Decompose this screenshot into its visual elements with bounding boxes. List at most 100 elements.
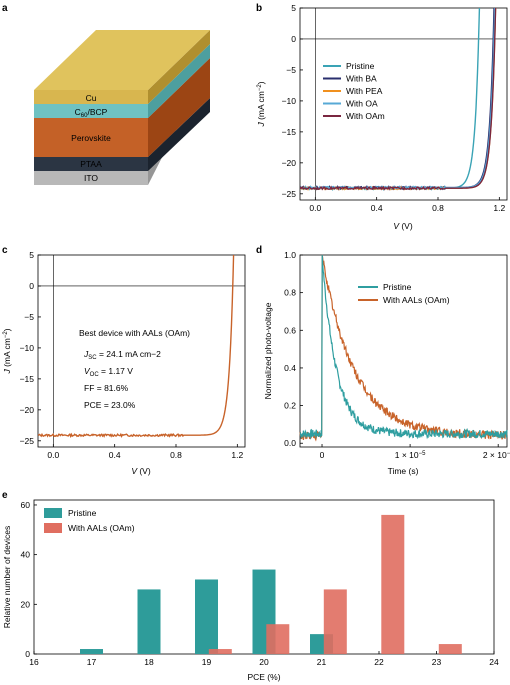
- y-tick-label: 0.8: [284, 288, 296, 298]
- x-tick-label: 0.4: [371, 203, 383, 213]
- panel-c-label: c: [2, 245, 8, 256]
- y-tick-label: 0.0: [284, 438, 296, 448]
- legend-entry: With OAm: [346, 111, 385, 121]
- panel-c-ticks: 0.0 0.4 0.8 1.2 5 0 −5 −10 −15 −20 −25: [20, 250, 245, 460]
- histogram-bar: [381, 514, 405, 654]
- panel-c-frame: [37, 254, 246, 448]
- y-tick-label: 0.4: [284, 363, 296, 373]
- legend-entry: With BA: [346, 74, 377, 84]
- panel-d-legend: Pristine With AALs (OAm): [358, 282, 450, 305]
- x-tick-label: 18: [144, 657, 154, 667]
- panel-e-ticks: 16 17 18 19 20 21 22 23 24 0 20 40 60: [21, 500, 499, 667]
- perovskite-layer-front: [34, 118, 148, 157]
- panel-a-label: a: [2, 3, 8, 14]
- y-tick-label: 0: [29, 281, 34, 291]
- histogram-bar: [137, 589, 161, 654]
- panel-d-label: d: [256, 245, 262, 256]
- perovskite-layer-side: [148, 58, 210, 157]
- x-tick-label: 22: [374, 657, 384, 667]
- y-tick-label: 0: [291, 34, 296, 44]
- panel-c-series: [38, 255, 235, 439]
- panel-b-ylabel: J (mA cm−2): [256, 81, 266, 127]
- x-tick-label: 0.4: [109, 450, 121, 460]
- annotation-voc: VOC = 1.17 V: [84, 366, 133, 378]
- panel-e-ylabel: Relative number of devices: [2, 526, 12, 629]
- ito-label: ITO: [84, 173, 98, 183]
- panel-e-legend: Pristine With AALs (OAm): [44, 508, 135, 533]
- cu-layer-side: [148, 30, 210, 104]
- jv-curve-with-oam: [300, 8, 497, 191]
- panel-b-legend: Pristine With BA With PEA With OA With OAm: [323, 61, 385, 121]
- x-tick-label: 1.2: [493, 203, 505, 213]
- x-tick-label: 24: [489, 657, 499, 667]
- y-tick-label: −10: [20, 343, 35, 353]
- panel-c-xlabel: V (V): [131, 466, 151, 476]
- x-tick-label: 1.2: [231, 450, 243, 460]
- y-tick-label: 60: [21, 500, 31, 510]
- x-tick-label: 20: [259, 657, 269, 667]
- legend-entry: With PEA: [346, 86, 383, 96]
- panel-e-label: e: [2, 490, 8, 501]
- x-tick-label: 0: [320, 450, 325, 460]
- x-tick-label: 1 × 10−5: [395, 450, 426, 460]
- x-tick-label: 0.0: [309, 203, 321, 213]
- perovskite-label: Perovskite: [71, 133, 111, 143]
- cu-label: Cu: [86, 93, 97, 103]
- y-tick-label: −5: [24, 312, 34, 322]
- panel-d-frame: [299, 254, 508, 448]
- annotation-title: Best device with AALs (OAm): [79, 328, 190, 338]
- jv-curve-pristine: [300, 8, 481, 192]
- y-tick-label: 0.2: [284, 401, 296, 411]
- y-tick-label: 5: [29, 250, 34, 260]
- panel-d-ylabel: Normalized photo-voltage: [263, 302, 273, 399]
- y-tick-label: −15: [20, 374, 35, 384]
- panel-b-label: b: [256, 3, 262, 14]
- histogram-bar: [323, 589, 347, 654]
- legend-entry: With AALs (OAm): [383, 295, 450, 305]
- y-tick-label: −25: [282, 189, 297, 199]
- device-stack-diagram: Cu C60/BCP Perovskite PTAA ITO: [34, 30, 210, 185]
- y-tick-label: −5: [286, 65, 296, 75]
- panel-d-ticks: 0 1 × 10−5 2 × 10−5 0.0 0.2 0.4 0.6 0.8 1.0: [284, 250, 510, 460]
- panel-b-jv-chart: 0.0 0.4 0.8 1.2 5 0 −5 −10 −15 −20 −25 Pristine Wit…: [256, 3, 508, 231]
- y-tick-label: 1.0: [284, 250, 296, 260]
- c60bcp-layer-side: [148, 44, 210, 118]
- ptaa-label: PTAA: [80, 159, 102, 169]
- y-tick-label: −20: [20, 405, 35, 415]
- panel-e-bars: [80, 514, 462, 654]
- y-tick-label: 0.6: [284, 325, 296, 335]
- x-tick-label: 23: [432, 657, 442, 667]
- x-tick-label: 0.8: [170, 450, 182, 460]
- x-tick-label: 0.8: [432, 203, 444, 213]
- histogram-bar: [195, 579, 218, 654]
- y-tick-label: 20: [21, 599, 31, 609]
- ito-layer-front: [34, 171, 148, 185]
- legend-entry: With OA: [346, 99, 378, 109]
- annotation-jsc: JSC = 24.1 mA cm−2: [83, 349, 161, 361]
- panel-b-series: [300, 8, 497, 192]
- legend-entry: Pristine: [68, 508, 97, 518]
- panel-b-frame: [299, 7, 508, 201]
- histogram-bar: [80, 649, 103, 654]
- panel-c-ylabel: J (mA cm−2): [2, 328, 12, 374]
- cu-layer-top: [34, 30, 210, 90]
- legend-entry: With AALs (OAm): [68, 523, 135, 533]
- y-tick-label: −25: [20, 436, 35, 446]
- y-tick-label: 0: [25, 649, 30, 659]
- legend-entry: Pristine: [346, 61, 375, 71]
- panel-d-xlabel: Time (s): [388, 466, 419, 476]
- y-tick-label: −10: [282, 96, 297, 106]
- legend-entry: Pristine: [383, 282, 412, 292]
- panel-e-histogram: 16 17 18 19 20 21 22 23 24 0 20 40 60 Pristine With A…: [2, 499, 499, 682]
- ptaa-layer-front: [34, 157, 148, 171]
- histogram-bar: [208, 649, 232, 654]
- x-tick-label: 19: [202, 657, 212, 667]
- x-tick-label: 2 × 10−5: [483, 450, 510, 460]
- y-tick-label: −15: [282, 127, 297, 137]
- legend-swatch: [44, 523, 62, 533]
- legend-swatch: [44, 508, 62, 518]
- x-tick-label: 17: [87, 657, 97, 667]
- histogram-bar: [266, 624, 290, 654]
- cu-layer-front: [34, 90, 148, 104]
